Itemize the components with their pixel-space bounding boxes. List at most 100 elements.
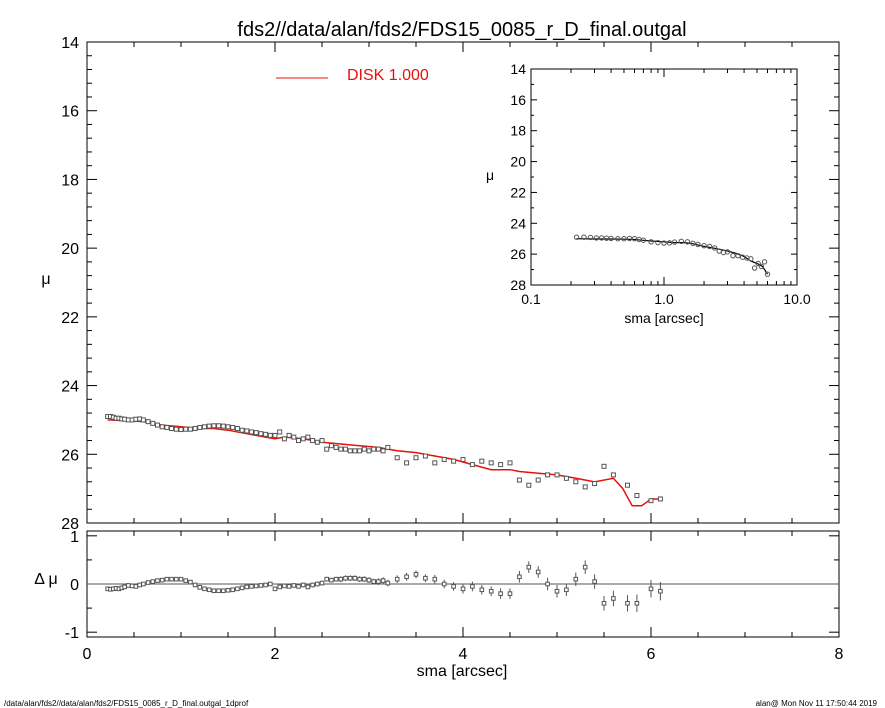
inset-data-point xyxy=(648,239,654,245)
data-point xyxy=(582,484,588,490)
inset-data-point xyxy=(706,243,713,250)
residual-point xyxy=(347,575,353,581)
inset-plot-frame xyxy=(530,68,798,286)
data-point xyxy=(263,431,269,437)
residual-point xyxy=(526,564,532,570)
data-point xyxy=(216,423,222,429)
residual-point xyxy=(183,578,188,583)
data-point xyxy=(385,444,391,450)
inset-data-point xyxy=(621,236,627,242)
residual-point xyxy=(582,564,588,570)
chart-title: fds2//data/alan/fds2/FDS15_0085_r_D_fina… xyxy=(237,19,686,41)
residual-point xyxy=(188,579,193,585)
residual-point xyxy=(206,587,212,593)
data-point xyxy=(197,424,203,430)
data-point xyxy=(610,472,616,478)
residual-point xyxy=(253,583,259,589)
residual-point xyxy=(235,586,240,592)
y-tick-label: 22 xyxy=(61,310,79,327)
data-point xyxy=(253,430,259,436)
inset-data-point xyxy=(755,260,761,267)
y-tick-label: 18 xyxy=(61,172,79,189)
residual-point xyxy=(625,600,630,606)
data-point xyxy=(404,460,410,466)
residual-point xyxy=(507,591,513,596)
inset-data-point xyxy=(748,256,754,262)
residual-point xyxy=(169,576,174,582)
inset-data-point xyxy=(701,242,707,249)
residual-point xyxy=(225,587,231,593)
residual-point xyxy=(216,588,221,594)
data-point xyxy=(150,420,156,426)
residual-point xyxy=(658,588,663,594)
inset-y-tick-label: 26 xyxy=(510,246,526,262)
y-tick-label: 28 xyxy=(61,516,79,533)
data-point xyxy=(357,448,363,454)
residual-point xyxy=(268,581,273,587)
residual-y-axis-label: Δ μ xyxy=(34,571,57,588)
residual-point xyxy=(282,583,287,589)
footer-file-path: /data/alan/fds2//data/alan/fds2/FDS15_00… xyxy=(4,699,249,708)
residual-point xyxy=(319,580,325,586)
data-point xyxy=(371,446,377,452)
residual-y-tick-label: 1 xyxy=(70,529,79,546)
residual-point xyxy=(178,576,184,582)
residual-point xyxy=(296,584,301,589)
inset-data-point xyxy=(608,235,614,242)
residual-point xyxy=(310,582,315,588)
data-point xyxy=(535,477,541,483)
data-point xyxy=(498,462,504,468)
inset-data-point xyxy=(615,236,621,242)
residual-point xyxy=(362,576,367,582)
residual-point xyxy=(150,579,156,584)
data-point xyxy=(300,436,306,442)
inset-data-point xyxy=(581,234,587,240)
residual-point xyxy=(592,579,597,584)
x-tick-label: 6 xyxy=(647,646,656,663)
residual-point xyxy=(573,576,579,582)
residual-point xyxy=(564,587,569,593)
inset-data-point xyxy=(690,240,696,247)
inset-data-point xyxy=(761,259,768,265)
residual-point xyxy=(315,581,320,587)
x-tick-label: 2 xyxy=(271,646,280,663)
residual-point xyxy=(305,584,311,590)
residual-point xyxy=(277,584,282,590)
data-point xyxy=(178,427,184,433)
data-point xyxy=(267,432,273,438)
data-point xyxy=(526,482,532,488)
inset-y-tick-label: 20 xyxy=(510,154,526,170)
data-point xyxy=(338,446,344,452)
x-tick-label: 0 xyxy=(83,646,92,663)
residual-point xyxy=(221,588,226,594)
data-point xyxy=(173,426,179,432)
residual-point xyxy=(249,584,254,589)
data-point xyxy=(192,426,198,432)
data-point xyxy=(310,438,316,444)
data-point xyxy=(296,438,301,444)
inset-data-point xyxy=(758,263,765,270)
residual-point xyxy=(357,576,362,582)
data-point xyxy=(375,446,381,452)
data-point xyxy=(573,479,579,485)
inset-y-tick-label: 22 xyxy=(510,184,526,200)
inset-axis-ticks: 14 16 18 20 22 24 26 280.1 1.0 10.0 xyxy=(510,61,810,307)
inset-y-tick-label: 28 xyxy=(510,277,526,293)
data-point xyxy=(220,423,226,429)
data-point xyxy=(155,422,160,428)
data-point xyxy=(441,456,447,462)
residual-point xyxy=(155,578,160,583)
residual-y-tick-label: 0 xyxy=(70,577,79,594)
residual-point xyxy=(141,581,146,587)
data-point xyxy=(286,432,292,438)
inset-data-point xyxy=(640,237,647,243)
inset-y-tick-label: 14 xyxy=(510,61,526,77)
data-point xyxy=(145,419,151,425)
inset-data-point xyxy=(730,252,736,259)
residual-point xyxy=(488,588,494,594)
residual-point xyxy=(192,582,198,588)
data-point xyxy=(202,424,207,430)
data-point xyxy=(657,496,663,502)
inset-x-axis-label: sma [arcsec] xyxy=(624,310,703,326)
